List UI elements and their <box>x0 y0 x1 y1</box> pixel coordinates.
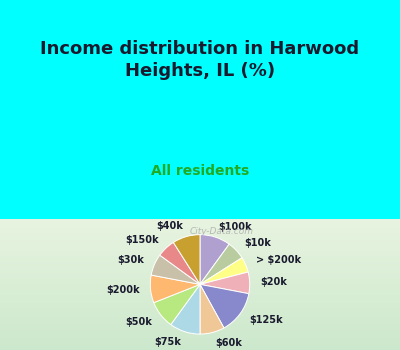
Wedge shape <box>200 284 224 334</box>
Wedge shape <box>200 272 250 294</box>
Wedge shape <box>154 284 200 324</box>
Text: $40k: $40k <box>156 221 183 231</box>
Wedge shape <box>171 284 200 334</box>
Text: > $200k: > $200k <box>256 255 301 265</box>
Wedge shape <box>173 234 200 284</box>
Wedge shape <box>200 258 248 284</box>
Wedge shape <box>200 234 229 284</box>
Text: $20k: $20k <box>261 278 288 287</box>
Text: Income distribution in Harwood
Heights, IL (%): Income distribution in Harwood Heights, … <box>40 40 360 80</box>
Text: $125k: $125k <box>249 315 283 325</box>
Text: City-Data.com: City-Data.com <box>190 227 254 236</box>
Wedge shape <box>200 244 242 284</box>
Text: $60k: $60k <box>215 338 242 348</box>
Wedge shape <box>150 275 200 303</box>
Text: $150k: $150k <box>125 235 158 245</box>
Text: All residents: All residents <box>151 164 249 178</box>
Text: $50k: $50k <box>125 316 152 327</box>
Text: $200k: $200k <box>106 285 140 295</box>
Text: $100k: $100k <box>219 222 252 232</box>
Wedge shape <box>151 255 200 284</box>
Text: $75k: $75k <box>154 337 181 347</box>
Text: $30k: $30k <box>118 255 144 265</box>
Wedge shape <box>160 243 200 284</box>
Wedge shape <box>200 284 249 328</box>
Text: $10k: $10k <box>244 238 271 248</box>
